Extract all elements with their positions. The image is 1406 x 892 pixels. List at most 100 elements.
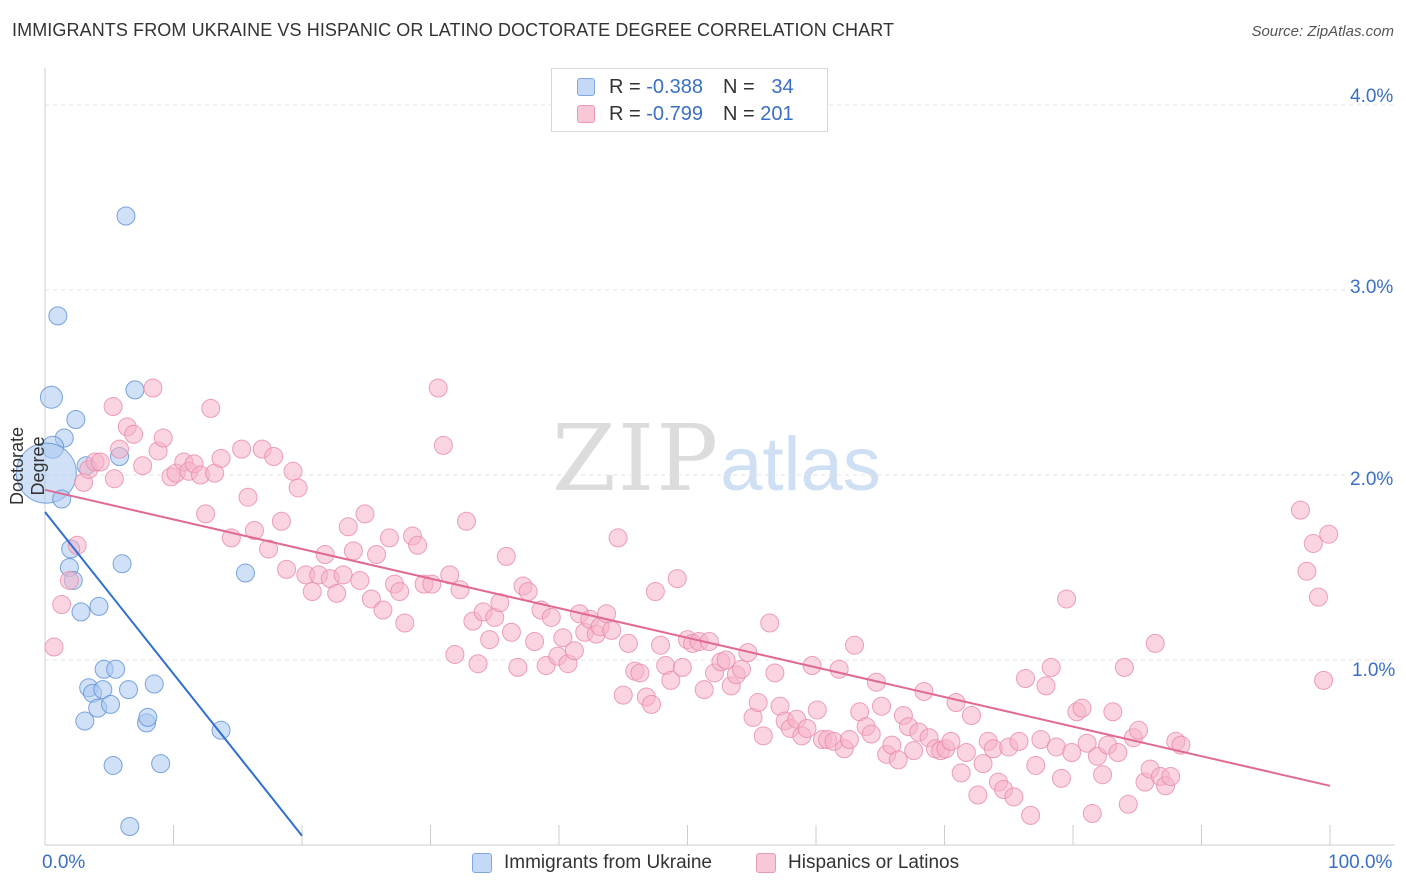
point-hispanic-47 <box>350 570 370 590</box>
correlation-legend: R = -0.388 N = 34 R = -0.799 N = 201 <box>551 68 828 132</box>
point-hispanic-3 <box>67 535 87 555</box>
point-ukraine-27 <box>101 694 121 714</box>
point-hispanic-175 <box>1051 768 1071 788</box>
legend-r-label: R = <box>609 75 641 98</box>
point-hispanic-65 <box>456 511 476 531</box>
legend-r-label: R = <box>609 102 641 125</box>
point-hispanic-37 <box>288 478 308 498</box>
point-ukraine-12 <box>112 554 132 574</box>
point-hispanic-26 <box>211 448 231 468</box>
point-ukraine-1 <box>48 306 68 326</box>
point-ukraine-2 <box>39 385 63 409</box>
point-hispanic-203 <box>1314 670 1334 690</box>
y-tick-label-4: 4.0% <box>1350 86 1394 107</box>
point-hispanic-103 <box>667 569 687 589</box>
point-hispanic-55 <box>395 613 415 633</box>
point-hispanic-57 <box>408 535 428 555</box>
point-hispanic-187 <box>1114 657 1134 677</box>
point-hispanic-35 <box>277 559 297 579</box>
point-hispanic-112 <box>716 650 736 670</box>
point-hispanic-181 <box>1082 804 1102 824</box>
point-hispanic-91 <box>602 620 622 640</box>
legend-row-ukraine: R = -0.388 N = 34 <box>577 74 794 100</box>
point-hispanic-46 <box>343 541 363 561</box>
point-ukraine-3 <box>125 380 145 400</box>
legend-swatch-ukraine <box>577 78 595 96</box>
y-tick-label-3: 3.0% <box>1350 277 1394 298</box>
bottom-legend-swatch-hispanic <box>756 853 776 873</box>
point-hispanic-16 <box>153 428 173 448</box>
point-hispanic-1 <box>52 595 72 614</box>
point-hispanic-9 <box>104 469 124 489</box>
point-hispanic-93 <box>613 685 633 705</box>
point-hispanic-159 <box>968 785 988 805</box>
watermark: ZIPatlas <box>552 405 881 512</box>
point-hispanic-136 <box>845 635 865 655</box>
point-hispanic-172 <box>1036 676 1056 696</box>
y-axis-label: Doctorate Degree <box>7 426 48 506</box>
bottom-legend-swatch-ukraine <box>472 853 492 873</box>
point-hispanic-173 <box>1041 657 1061 677</box>
watermark-atlas: atlas <box>720 422 881 507</box>
legend-n-value-ukraine: 34 <box>771 75 794 98</box>
point-hispanic-50 <box>367 545 387 565</box>
point-hispanic-69 <box>480 630 500 650</box>
point-hispanic-14 <box>143 378 163 398</box>
point-hispanic-39 <box>302 582 322 602</box>
point-hispanic-72 <box>496 546 516 566</box>
point-hispanic-167 <box>1009 731 1029 751</box>
point-hispanic-185 <box>1103 702 1123 722</box>
point-hispanic-168 <box>1015 669 1035 688</box>
point-hispanic-144 <box>888 750 908 770</box>
x-tick-label-max: 100.0% <box>1328 852 1393 873</box>
point-hispanic-141 <box>872 696 892 716</box>
point-hispanic-190 <box>1129 720 1149 740</box>
point-hispanic-51 <box>373 600 393 620</box>
point-hispanic-135 <box>839 730 859 750</box>
point-ukraine-9 <box>15 442 77 504</box>
point-hispanic-154 <box>941 731 961 751</box>
bottom-legend-label-ukraine: Immigrants from Ukraine <box>504 852 712 873</box>
point-hispanic-127 <box>797 718 817 738</box>
point-hispanic-33 <box>264 447 284 466</box>
point-ukraine-23 <box>119 680 139 700</box>
point-hispanic-179 <box>1072 698 1092 718</box>
y-tick-label-2: 2.0% <box>1350 469 1394 490</box>
point-hispanic-60 <box>428 378 448 398</box>
point-hispanic-199 <box>1290 500 1310 520</box>
bottom-legend-ukraine: Immigrants from Ukraine <box>472 852 712 874</box>
point-hispanic-98 <box>642 694 662 714</box>
point-hispanic-54 <box>390 582 410 602</box>
y-tick-label-1: 1.0% <box>1352 660 1396 681</box>
legend-n-label: N = <box>722 102 755 125</box>
point-hispanic-45 <box>338 517 358 537</box>
point-hispanic-96 <box>630 663 650 683</box>
point-ukraine-16 <box>89 596 109 616</box>
point-hispanic-10 <box>110 439 130 459</box>
point-hispanic-104 <box>672 657 692 677</box>
point-hispanic-28 <box>232 439 252 459</box>
point-hispanic-171 <box>1031 730 1051 750</box>
point-hispanic-186 <box>1108 743 1128 762</box>
point-hispanic-115 <box>731 659 751 679</box>
point-hispanic-2 <box>59 570 79 590</box>
trendline-ukraine <box>44 511 303 837</box>
point-hispanic-147 <box>904 741 924 761</box>
point-hispanic-7 <box>90 452 110 472</box>
point-hispanic-133 <box>829 659 849 679</box>
point-ukraine-17 <box>71 602 91 622</box>
point-hispanic-36 <box>283 461 303 481</box>
point-ukraine-31 <box>103 755 123 775</box>
point-hispanic-76 <box>518 582 538 602</box>
point-hispanic-13 <box>133 456 153 476</box>
point-hispanic-180 <box>1077 733 1097 753</box>
point-hispanic-67 <box>468 654 488 674</box>
point-hispanic-61 <box>433 435 453 455</box>
point-ukraine-19 <box>106 659 126 679</box>
point-ukraine-0 <box>116 206 136 226</box>
point-ukraine-4 <box>66 410 86 429</box>
point-hispanic-201 <box>1303 533 1323 553</box>
point-hispanic-12 <box>124 424 144 444</box>
point-hispanic-80 <box>541 607 561 627</box>
